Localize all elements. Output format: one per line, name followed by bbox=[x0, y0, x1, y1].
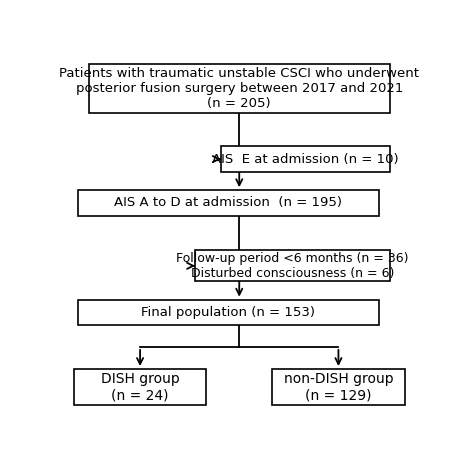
FancyBboxPatch shape bbox=[78, 300, 379, 325]
Text: AIS A to D at admission  (n = 195): AIS A to D at admission (n = 195) bbox=[114, 196, 342, 210]
FancyBboxPatch shape bbox=[272, 369, 405, 405]
FancyBboxPatch shape bbox=[78, 190, 379, 216]
Text: DISH group
(n = 24): DISH group (n = 24) bbox=[100, 372, 180, 402]
FancyBboxPatch shape bbox=[74, 369, 206, 405]
Text: Final population (n = 153): Final population (n = 153) bbox=[141, 306, 315, 319]
FancyBboxPatch shape bbox=[195, 250, 390, 282]
Text: non-DISH group
(n = 129): non-DISH group (n = 129) bbox=[283, 372, 393, 402]
Text: Patients with traumatic unstable CSCI who underwent
posterior fusion surgery bet: Patients with traumatic unstable CSCI wh… bbox=[59, 67, 419, 110]
Text: Follow-up period <6 months (n = 36)
Disturbed consciousness (n = 6): Follow-up period <6 months (n = 36) Dist… bbox=[176, 252, 409, 280]
FancyBboxPatch shape bbox=[89, 64, 390, 113]
Text: AIS  E at admission (n = 10): AIS E at admission (n = 10) bbox=[212, 153, 399, 165]
FancyBboxPatch shape bbox=[221, 146, 390, 172]
